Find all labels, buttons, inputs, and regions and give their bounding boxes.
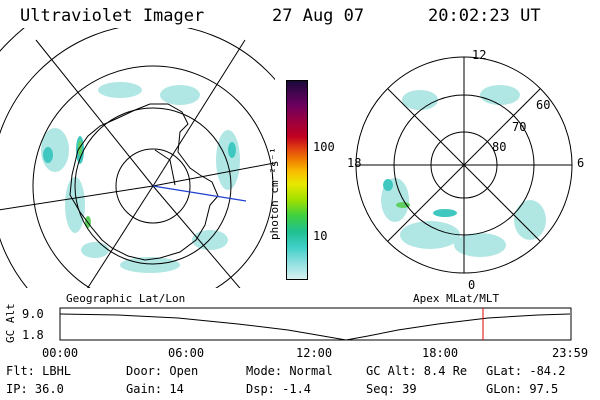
magnetic-caption: Apex MLat/MLT: [413, 292, 500, 305]
observation-time: 20:02:23 UT: [428, 6, 541, 26]
info-dsp: Dsp: -1.4: [246, 382, 312, 396]
colorbar-unit-label: photon cm⁻²s⁻¹: [268, 147, 281, 240]
mlt-label-12: 12: [472, 48, 487, 62]
auroral-emission-left: [41, 82, 240, 273]
info-glon: GLon: 97.5: [486, 382, 559, 396]
altitude-timeline: [59, 307, 572, 341]
info-glat: GLat: -84.2: [486, 364, 566, 378]
orbit-track: [152, 185, 247, 202]
mlt-label-6: 6: [577, 156, 585, 170]
info-door: Door: Open: [126, 364, 199, 378]
magnetic-map: [355, 56, 573, 274]
timeline-ytick-high: 9.0: [22, 307, 44, 321]
mlat-label-80: 80: [492, 140, 507, 154]
mlat-label-70: 70: [512, 120, 527, 134]
timeline-ytick-low: 1.8: [22, 328, 44, 342]
altitude-curve: [59, 313, 571, 341]
info-ip: IP: 36.0: [6, 382, 64, 396]
mlt-label-0: 0: [468, 278, 476, 292]
info-seq: Seq: 39: [366, 382, 417, 396]
timeline-xtick-2359: 23:59: [552, 346, 589, 360]
timeline-xtick-0600: 06:00: [168, 346, 205, 360]
instrument-title: Ultraviolet Imager: [20, 6, 205, 26]
info-gain: Gain: 14: [126, 382, 184, 396]
info-filter: Flt: LBHL: [6, 364, 72, 378]
mlt-label-18: 18: [347, 156, 362, 170]
timeline-ylabel: GC Alt: [4, 303, 17, 343]
timeline-xtick-1800: 18:00: [422, 346, 459, 360]
info-mode: Mode: Normal: [246, 364, 333, 378]
geographic-caption: Geographic Lat/Lon: [66, 292, 186, 305]
geographic-map: [0, 28, 275, 288]
timeline-xtick-1200: 12:00: [296, 346, 333, 360]
colorbar-tick-100: 100: [313, 140, 335, 154]
mlat-label-60: 60: [536, 98, 551, 112]
colorbar: [286, 80, 308, 280]
timeline-xtick-0000: 00:00: [42, 346, 79, 360]
info-gc-alt: GC Alt: 8.4 Re: [366, 364, 468, 378]
colorbar-tick-10: 10: [313, 229, 328, 243]
observation-date: 27 Aug 07: [272, 6, 365, 26]
